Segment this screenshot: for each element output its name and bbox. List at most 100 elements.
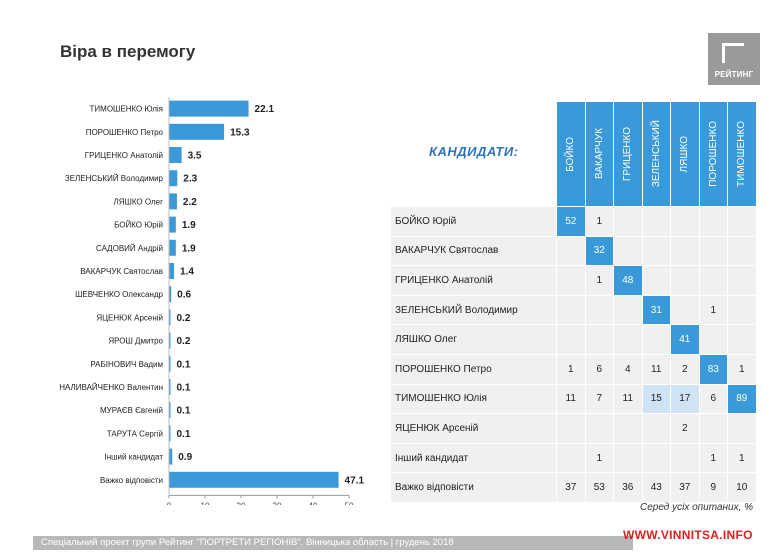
table-cell [727, 413, 757, 444]
category-label: Важко відповісти [100, 476, 163, 485]
bar [169, 216, 176, 233]
category-label: НАЛИВАЙЧЕНКО Валентин [59, 383, 163, 392]
table-cell: 9 [698, 472, 728, 503]
table-cell [641, 265, 671, 296]
bar-value-label: 0.9 [178, 452, 192, 463]
category-label: БОЙКО Юрій [114, 221, 163, 230]
rating-logo: РЕЙТИНГ [708, 33, 760, 85]
bar-value-label: 47.1 [345, 475, 365, 486]
bar [169, 193, 177, 210]
table-cell [641, 235, 671, 267]
table-cell: 15 [641, 383, 671, 415]
bar [169, 448, 173, 465]
matrix-corner [391, 102, 557, 207]
watermark: WWW.VINNITSA.INFO [623, 528, 753, 542]
table-cell: 32 [584, 235, 614, 267]
table-cell: 41 [670, 324, 700, 355]
table-cell [641, 413, 671, 444]
table-cell: 37 [670, 472, 700, 503]
table-cell: 7 [584, 383, 614, 415]
table-cell [670, 235, 700, 267]
table-cell [641, 206, 671, 237]
table-cell: 1 [584, 442, 614, 474]
table-cell [584, 413, 614, 444]
row-label: ЛЯШКО Олег [390, 324, 557, 355]
bar-value-label: 0.1 [177, 359, 191, 370]
category-label: ЗЕЛЕНСЬКИЙ Володимир [65, 174, 164, 183]
column-header-label: ТИМОШЕНКО [736, 121, 748, 187]
bar [169, 286, 172, 303]
column-header: ЗЕЛЕНСЬКИЙ [641, 101, 671, 207]
bar [169, 309, 171, 326]
category-label: ГРИЦЕНКО Анатолій [85, 151, 163, 160]
x-tick-label: 40 [309, 501, 318, 505]
table-cell: 48 [613, 265, 643, 296]
table-cell [641, 324, 671, 355]
table-row: ПОРОШЕНКО Петро 1 6 4 11 2 83 1 [390, 353, 757, 385]
table-cell [727, 324, 757, 355]
table-cell: 10 [727, 472, 757, 503]
x-tick-label: 0 [167, 501, 172, 505]
row-label: ГРИЦЕНКО Анатолій [390, 265, 557, 296]
table-cell [727, 206, 757, 237]
table-cell: 1 [584, 265, 614, 296]
row-label: ВАКАРЧУК Святослав [390, 235, 557, 267]
table-cell [698, 206, 728, 237]
table-cell: 53 [584, 472, 614, 503]
table-row: ЯЦЕНЮК Арсеній 2 [390, 413, 757, 444]
table-cell [613, 206, 643, 237]
table-cell: 1 [584, 206, 614, 237]
bar-value-label: 1.9 [182, 220, 196, 231]
category-label: РАБІНОВИЧ Вадим [90, 360, 163, 369]
column-header-label: ГРИЦЕНКО [622, 126, 634, 182]
bar-value-label: 0.1 [177, 429, 191, 440]
bar-chart: ТИМОШЕНКО Юлія 22.1 ПОРОШЕНКО Петро 15.3 ГРИ… [59, 97, 365, 505]
table-row: ЗЕЛЕНСЬКИЙ Володимир 31 1 [390, 294, 757, 326]
table-cell: 2 [670, 413, 700, 444]
table-cell: 52 [556, 206, 586, 237]
table-cell [556, 294, 586, 326]
table-cell [584, 324, 614, 355]
column-header: ПОРОШЕНКО [698, 101, 728, 207]
column-header: ЛЯШКО [670, 101, 700, 207]
bar-value-label: 0.1 [177, 383, 191, 394]
category-label: Інший кандидат [104, 453, 163, 462]
bar [169, 263, 175, 279]
column-header-label: ПОРОШЕНКО [707, 121, 719, 187]
column-header: ГРИЦЕНКО [613, 101, 643, 207]
bar [169, 425, 171, 442]
table-row: БОЙКО Юрій 52 1 [390, 206, 757, 237]
row-label: ПОРОШЕНКО Петро [390, 353, 557, 385]
table-row: ЛЯШКО Олег 41 [390, 324, 757, 355]
table-cell: 6 [584, 353, 614, 385]
bar [169, 471, 339, 488]
bar [169, 170, 178, 187]
column-header-label: ЛЯШКО [679, 135, 691, 173]
x-tick-label: 30 [273, 501, 282, 505]
table-cell: 4 [613, 353, 643, 385]
table-cell [727, 294, 757, 326]
table-cell: 37 [556, 472, 586, 503]
table-cell [584, 294, 614, 326]
bar-value-label: 0.6 [177, 290, 191, 301]
table-cell [556, 324, 586, 355]
row-label: БОЙКО Юрій [390, 206, 557, 237]
category-label: ВАКАРЧУК Святослав [80, 267, 163, 276]
bar [169, 355, 171, 372]
column-header: ВАКАРЧУК [584, 101, 614, 207]
candidate-matrix: БОЙКО ВАКАРЧУК ГРИЦЕНКО ЗЕЛЕНСЬКИЙ ЛЯШКО ПОРО… [390, 101, 757, 503]
table-cell [670, 265, 700, 296]
table-cell: 1 [727, 442, 757, 474]
table-cell [727, 235, 757, 267]
bar-value-label: 0.1 [177, 406, 191, 417]
table-cell [613, 413, 643, 444]
logo-mark-icon [722, 43, 744, 63]
table-cell [698, 265, 728, 296]
table-cell [556, 265, 586, 296]
table-cell: 11 [641, 353, 671, 385]
table-cell: 1 [698, 442, 728, 474]
chart-note: Серед усіх опитаних, % [640, 502, 754, 513]
x-tick-label: 10 [201, 501, 210, 505]
table-cell: 83 [698, 353, 728, 385]
table-cell [556, 413, 586, 444]
